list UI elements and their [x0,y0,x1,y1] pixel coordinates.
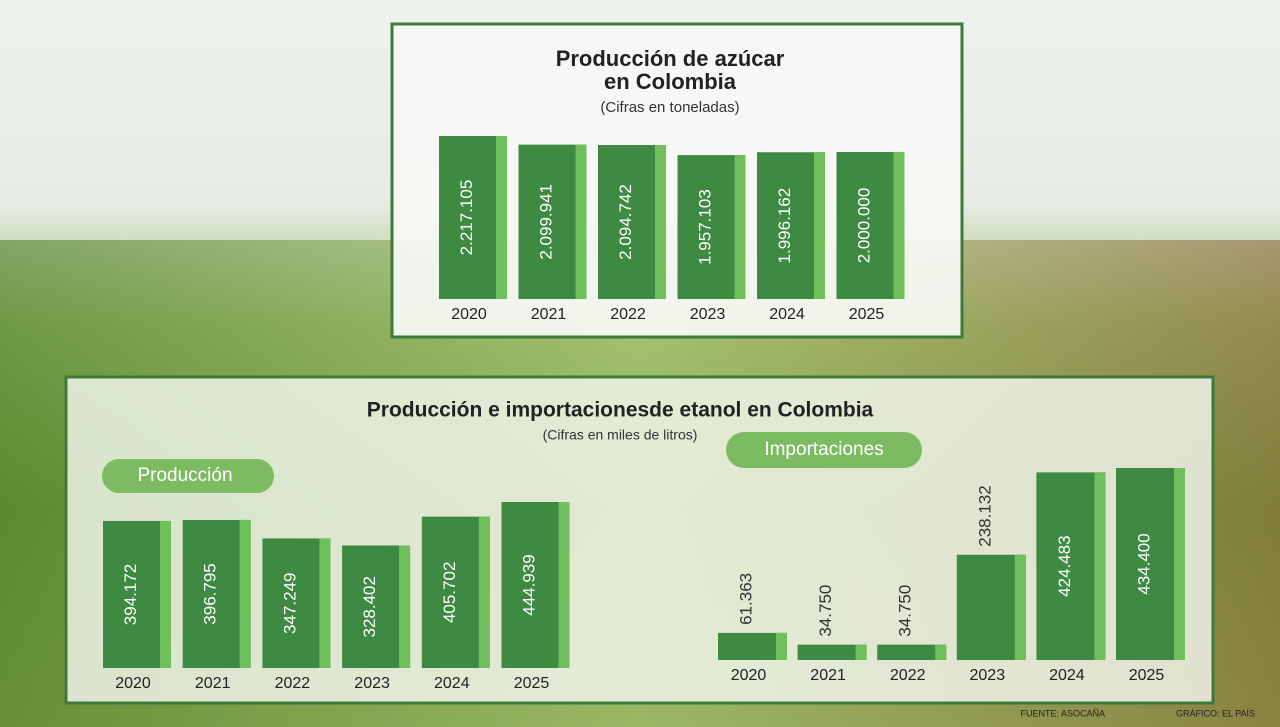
bar-highlight [776,632,787,660]
bar [956,554,1026,660]
bar [439,136,507,299]
value-label: 405.702 [440,562,459,623]
value-label: 328.402 [360,576,379,637]
pill [102,459,274,493]
x-tick-label: 2020 [731,667,767,684]
bar [1116,468,1185,660]
x-tick-label: 2025 [514,675,550,692]
bar-highlight [399,545,411,668]
bar-highlight [478,516,490,668]
bar [421,516,490,668]
chart-title: Producción [137,465,232,486]
bar-highlight [558,502,570,668]
x-tick-label: 2024 [769,306,805,323]
x-tick-label: 2022 [890,667,926,684]
x-tick-label: 2025 [849,306,885,323]
value-label: 424.483 [1055,535,1074,596]
bar [836,151,905,299]
value-label: 2.099.941 [536,184,555,260]
value-label: 396.795 [201,563,220,624]
value-label: 34.750 [816,585,835,637]
x-tick-label: 2022 [610,306,646,323]
x-tick-label: 2020 [451,306,487,323]
chart-title: en Colombia [604,69,737,94]
bar-highlight [160,520,171,668]
x-tick-label: 2025 [1129,667,1165,684]
value-label: 347.249 [280,572,299,633]
credit: GRÁFICO: EL PAÍS [1176,708,1255,718]
bar-highlight [814,152,825,299]
x-tick-label: 2024 [1049,667,1085,684]
bar [677,155,746,299]
bar-highlight [893,151,905,299]
panel-title: Producción e importacionesde etanol en C… [367,399,874,422]
bar-highlight [1014,554,1026,660]
bar [182,519,251,668]
bar [103,520,171,668]
bar-highlight [575,144,587,299]
pill [726,432,922,468]
bar-highlight [655,144,666,299]
bar [877,644,947,660]
value-label: 1.996.162 [775,188,794,264]
bar-highlight [855,644,867,660]
bar [598,144,666,299]
value-label: 61.363 [736,573,755,625]
sugar-title-line1: Producción de azúcar [556,46,785,71]
bar-highlight [319,538,331,668]
bar-highlight [734,155,746,299]
x-tick-label: 2021 [810,667,846,684]
bar-highlight [239,519,251,668]
bar [718,632,787,660]
bar [262,538,331,668]
value-label: 2.094.742 [616,184,635,260]
x-tick-label: 2023 [690,306,726,323]
x-tick-label: 2023 [354,675,390,692]
source: FUENTE: ASOCAÑA [1020,708,1105,718]
value-label: 1.957.103 [695,189,714,265]
bar [342,545,411,668]
chart-subtitle: (Cifras en toneladas) [600,99,739,116]
value-label: 434.400 [1134,533,1153,594]
value-label: 34.750 [896,585,915,637]
chart-title: Importaciones [764,439,883,460]
x-tick-label: 2020 [115,675,151,692]
bar [501,502,570,668]
x-tick-label: 2021 [195,675,231,692]
bar-highlight [496,136,507,299]
bar [1036,472,1106,660]
value-label: 2.000.000 [854,188,873,264]
x-tick-label: 2024 [434,675,470,692]
value-label: 394.172 [121,564,140,625]
bar [518,144,587,299]
panel-subtitle: (Cifras en miles de litros) [543,427,698,443]
x-tick-label: 2021 [531,306,567,323]
value-label: 444.939 [519,554,538,615]
bar-highlight [935,644,947,660]
bar [757,152,825,299]
bar [797,644,867,660]
bar-highlight [1174,468,1185,660]
x-tick-label: 2023 [970,667,1006,684]
value-label: 2.217.105 [457,180,476,256]
x-tick-label: 2022 [275,675,311,692]
bar-highlight [1094,472,1106,660]
value-label: 238.132 [975,485,994,546]
